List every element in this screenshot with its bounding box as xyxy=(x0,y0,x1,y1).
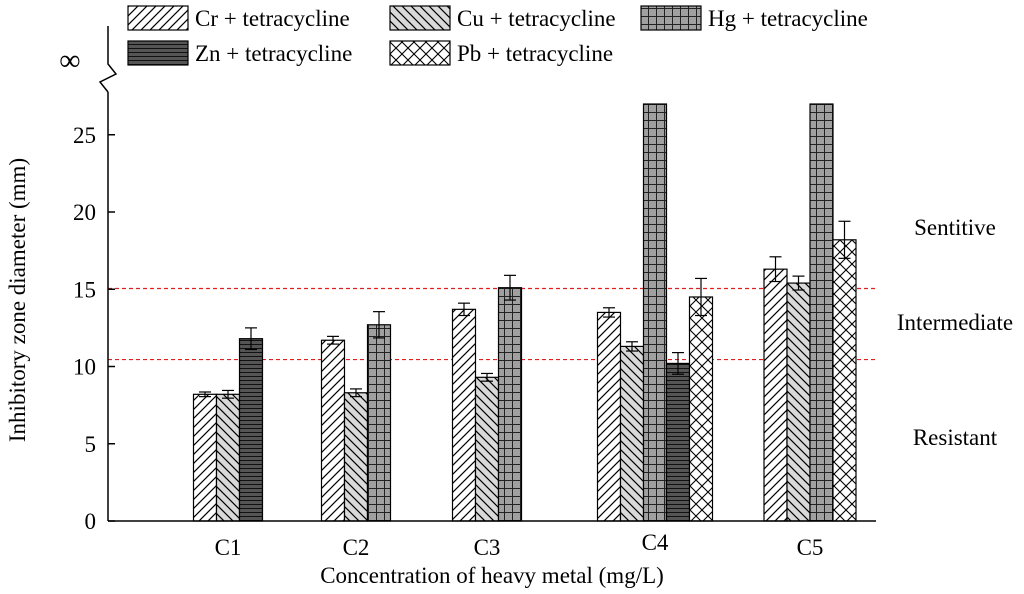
error-bar xyxy=(458,302,470,317)
bar xyxy=(688,296,714,522)
legend-label: Cr + tetracycline xyxy=(195,6,350,31)
error-bar xyxy=(672,351,684,375)
bar xyxy=(343,392,369,522)
y-axis-infinity-label: ∞ xyxy=(59,44,80,77)
bar xyxy=(665,362,691,522)
x-tick-label: C3 xyxy=(474,535,501,560)
bar xyxy=(596,311,622,522)
x-tick-label: C1 xyxy=(215,535,242,560)
y-tick-label: 25 xyxy=(73,123,96,148)
legend-label: Cu + tetracycline xyxy=(457,6,616,31)
legend-swatch xyxy=(127,5,189,31)
bar xyxy=(619,345,645,522)
error-bar xyxy=(695,277,707,317)
legend-swatch xyxy=(389,40,451,66)
legend-item: Cu + tetracycline xyxy=(389,5,616,31)
y-axis-break xyxy=(98,26,118,93)
x-axis-title: Concentration of heavy metal (mg/L) xyxy=(320,563,664,588)
bar-group xyxy=(192,103,857,522)
error-bar xyxy=(769,256,782,283)
threshold-lines xyxy=(108,287,876,361)
legend-item: Pb + tetracycline xyxy=(389,40,613,66)
legend-swatch xyxy=(127,40,189,66)
legend-label: Zn + tetracycline xyxy=(195,41,352,66)
bar xyxy=(451,308,477,522)
error-bar xyxy=(245,327,257,351)
x-tick-labels: C1 C2 C3 C4 C5 xyxy=(215,530,824,560)
y-tick-label: 20 xyxy=(73,200,96,225)
legend: Cr + tetracycline Cu + tetracycline Hg + t… xyxy=(127,5,868,66)
bar xyxy=(192,393,218,522)
x-tick-label: C4 xyxy=(642,530,669,555)
bar xyxy=(238,338,264,522)
error-bar xyxy=(504,274,516,301)
error-bar xyxy=(222,389,234,399)
bar xyxy=(832,239,857,522)
zone-label: Sentitive xyxy=(914,215,996,240)
bar xyxy=(786,282,811,522)
legend-label: Hg + tetracycline xyxy=(708,6,868,31)
axes: ∞ xyxy=(59,26,876,522)
zone-label: Intermediate xyxy=(897,310,1013,335)
error-bar xyxy=(199,391,211,398)
bar xyxy=(474,376,500,522)
error-bar xyxy=(350,388,362,398)
legend-swatch xyxy=(389,5,451,31)
bar xyxy=(320,339,346,522)
error-bar xyxy=(373,311,385,339)
error-bar xyxy=(603,307,615,318)
y-axis-title: Inhibitory zone diameter (mm) xyxy=(5,158,30,442)
bar xyxy=(763,268,788,522)
error-bar xyxy=(626,341,638,352)
bar xyxy=(642,103,668,522)
error-bar xyxy=(838,220,851,259)
legend-item: Cr + tetracycline xyxy=(127,5,350,31)
legend-item: Zn + tetracycline xyxy=(127,40,352,66)
x-tick-label: C5 xyxy=(797,535,824,560)
y-ticks: 0 5 10 15 20 25 xyxy=(73,123,115,534)
zone-labels: Sentitive Intermediate Resistant xyxy=(897,215,1013,450)
bar xyxy=(215,393,241,522)
y-tick-label: 15 xyxy=(73,277,96,302)
legend-item: Hg + tetracycline xyxy=(640,5,868,31)
y-tick-label: 10 xyxy=(73,355,96,380)
y-tick-label: 5 xyxy=(85,432,97,457)
error-bar xyxy=(327,335,339,345)
legend-label: Pb + tetracycline xyxy=(457,41,613,66)
zone-label: Resistant xyxy=(913,425,998,450)
bar xyxy=(497,287,523,522)
bar xyxy=(809,103,834,522)
error-bar xyxy=(481,372,493,382)
bar xyxy=(366,324,392,522)
error-bar xyxy=(792,275,805,291)
x-tick-label: C2 xyxy=(343,535,370,560)
legend-swatch xyxy=(640,5,702,31)
y-tick-label: 0 xyxy=(85,509,97,534)
